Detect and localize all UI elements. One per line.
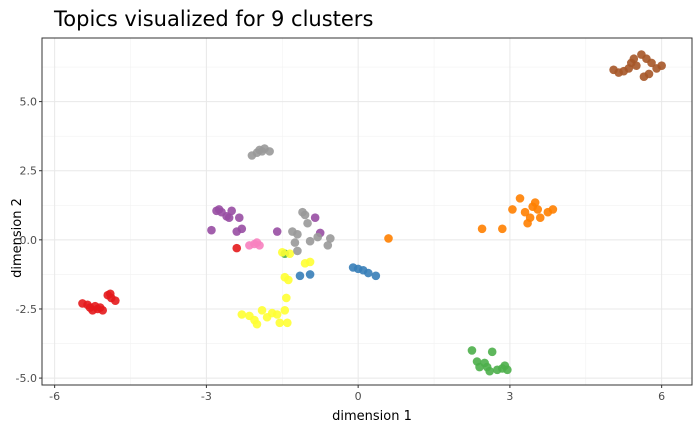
plot-panel-border [41, 37, 693, 386]
data-point [265, 147, 274, 156]
data-point [275, 318, 285, 328]
data-point [280, 306, 290, 315]
data-point [310, 213, 320, 223]
data-point [477, 224, 487, 234]
grid-lines [42, 38, 692, 385]
data-point [371, 271, 381, 281]
data-point [530, 198, 540, 207]
data-point [629, 54, 639, 64]
x-axis-label: dimension 1 [332, 409, 412, 424]
x-tick-label: 6 [658, 390, 665, 403]
data-point [224, 213, 234, 223]
y-axis-ticks: -5.0 -2.5 0.0 2.5 5.0 [16, 96, 42, 385]
y-tick-label: -5.0 [16, 372, 37, 385]
x-tick-label: -6 [49, 390, 60, 403]
x-tick-label: -3 [201, 390, 212, 403]
data-point [632, 61, 641, 70]
data-point [647, 58, 656, 68]
data-point [272, 310, 282, 319]
data-point [277, 247, 287, 257]
data-point [326, 234, 335, 243]
x-axis-ticks: -6 -3 0 3 6 [49, 385, 665, 403]
data-point [305, 270, 315, 279]
data-point [485, 366, 494, 376]
data-point [282, 293, 291, 303]
data-point [237, 310, 247, 319]
data-point [234, 213, 244, 223]
data-point [257, 306, 267, 315]
data-point [300, 210, 310, 220]
data-point [111, 296, 120, 305]
data-point [252, 319, 262, 329]
data-point [255, 241, 264, 250]
x-tick-label: 3 [506, 390, 513, 403]
data-point [525, 213, 535, 223]
y-tick-label: 0.0 [20, 234, 38, 247]
y-tick-label: 2.5 [20, 165, 38, 178]
data-point [293, 230, 302, 239]
data-point [290, 238, 300, 247]
data-point [467, 346, 477, 355]
data-point [283, 318, 292, 328]
data-point [515, 194, 525, 203]
data-point [293, 246, 302, 256]
data-point [363, 268, 373, 278]
y-axis-label: dimension 2 [10, 198, 25, 278]
data-point [237, 224, 247, 234]
data-point [657, 61, 666, 70]
data-point [295, 271, 305, 281]
y-tick-label: -2.5 [16, 303, 37, 316]
data-point [323, 241, 333, 250]
data-point [305, 236, 315, 246]
data-point [303, 218, 312, 228]
data-points [78, 50, 666, 376]
x-tick-label: 0 [355, 390, 362, 403]
data-point [98, 306, 108, 315]
data-point [207, 225, 216, 235]
data-point [284, 275, 293, 285]
chart-title: Topics visualized for 9 clusters [53, 7, 373, 31]
data-point [535, 213, 545, 223]
data-point [498, 224, 507, 234]
data-point [227, 206, 236, 216]
data-point [232, 243, 242, 253]
y-tick-label: 5.0 [20, 96, 38, 109]
data-point [533, 205, 543, 214]
data-point [503, 365, 512, 375]
data-point [285, 249, 295, 258]
data-point [384, 234, 393, 243]
data-point [487, 347, 497, 357]
data-point [305, 257, 315, 267]
data-point [313, 232, 322, 242]
data-point [508, 205, 517, 214]
data-point [548, 205, 558, 214]
data-point [272, 227, 282, 236]
data-point [644, 69, 654, 79]
data-point [520, 207, 530, 217]
